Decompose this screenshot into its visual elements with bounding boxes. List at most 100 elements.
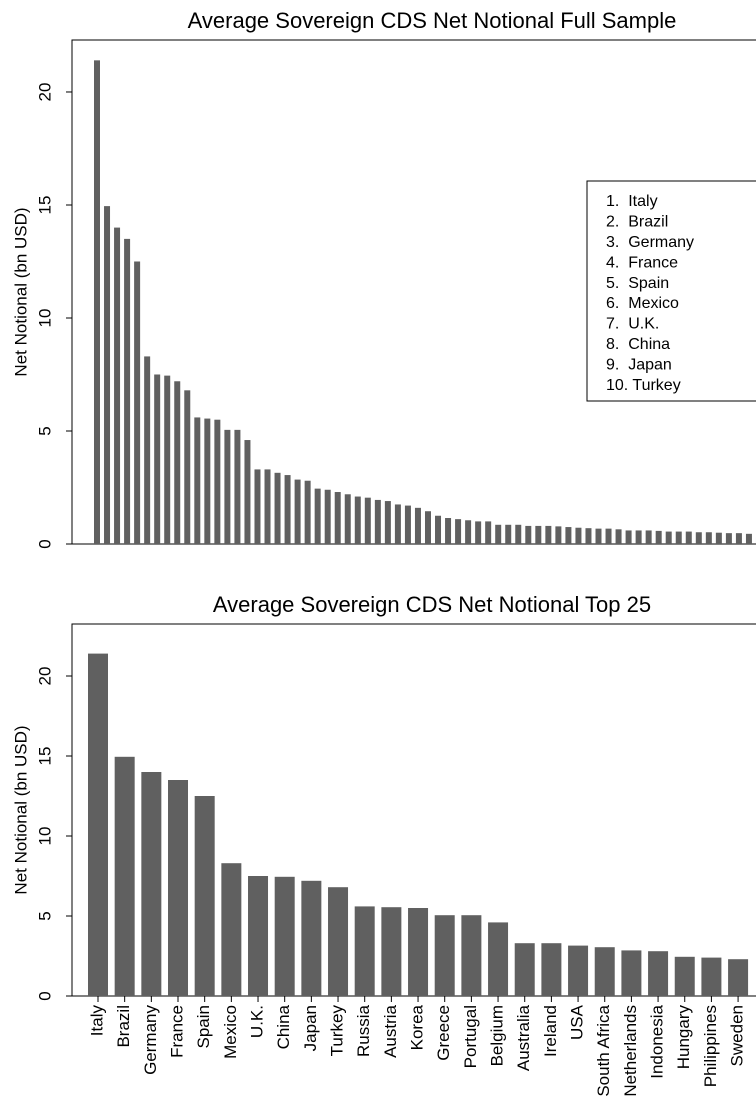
bar [88, 653, 108, 996]
bar [621, 950, 642, 996]
bar [695, 532, 702, 544]
bar [728, 959, 749, 996]
bar [635, 530, 642, 544]
legend-text: 8. China [606, 336, 670, 353]
bar [381, 907, 402, 996]
bar [565, 527, 572, 544]
bar [715, 532, 722, 544]
y-tick-label: 20 [35, 667, 54, 686]
bar [144, 356, 151, 544]
bar [394, 504, 401, 544]
bar [164, 375, 171, 544]
bar [525, 525, 532, 544]
bar [104, 206, 111, 545]
bar [735, 533, 742, 544]
bar [184, 390, 191, 544]
x-tick-label: Mexico [221, 1005, 240, 1059]
bar [424, 511, 431, 544]
bar [374, 499, 381, 544]
bar [114, 756, 135, 996]
x-tick-label: Netherlands [621, 1005, 640, 1097]
bar [134, 261, 141, 544]
bar [408, 908, 429, 996]
x-tick-label: Ireland [541, 1005, 560, 1057]
bar [274, 876, 295, 996]
x-tick-label: France [167, 1005, 186, 1058]
legend-box [586, 180, 756, 402]
x-tick-label: Australia [514, 1004, 533, 1071]
y-tick-label: 0 [35, 539, 54, 548]
x-tick-label: Austria [381, 1004, 400, 1057]
bar [515, 524, 522, 544]
bar [625, 530, 632, 544]
x-tick-label: Philippines [701, 1005, 720, 1087]
bar [655, 530, 662, 544]
x-tick-label: Indonesia [648, 1004, 667, 1078]
legend-text: 10. Turkey [606, 377, 681, 394]
bar [404, 505, 411, 544]
bar [221, 863, 242, 996]
bar [645, 530, 652, 544]
bar [745, 533, 752, 544]
x-tick-label: Korea [408, 1004, 427, 1050]
bar [204, 418, 211, 544]
x-tick-label: Germany [141, 1005, 160, 1075]
bar [301, 880, 322, 996]
bar [505, 524, 512, 544]
bar [94, 60, 100, 544]
bar [595, 528, 602, 544]
bar [585, 528, 592, 544]
bar [234, 429, 241, 544]
bar [364, 497, 371, 544]
bar [324, 489, 331, 544]
bar [244, 440, 251, 544]
bar [214, 419, 221, 544]
y-axis-label: Net Notional (bn USD) [11, 725, 30, 894]
bar [455, 519, 462, 544]
x-tick-label: South Africa [594, 1004, 613, 1096]
bar [514, 943, 535, 996]
bar [461, 915, 482, 996]
bar [354, 906, 375, 996]
bar [114, 227, 121, 544]
bar [674, 956, 695, 996]
bar [575, 527, 582, 544]
bar [435, 515, 442, 544]
x-tick-label: Italy [87, 1005, 106, 1037]
bar [294, 479, 301, 544]
x-tick-label: Brazil [114, 1005, 133, 1048]
x-tick-label: Hungary [674, 1005, 693, 1070]
bar [465, 520, 472, 544]
bar [555, 526, 562, 544]
x-tick-label: China [274, 1004, 293, 1049]
bar [445, 518, 452, 544]
bar [475, 521, 482, 544]
x-tick-label: Greece [434, 1005, 453, 1061]
y-tick-label: 5 [35, 426, 54, 435]
bar [154, 374, 161, 544]
bar [705, 532, 712, 544]
bar [224, 429, 231, 544]
y-tick-label: 15 [35, 747, 54, 766]
legend-text: 2. Brazil [606, 214, 668, 231]
bar [254, 469, 261, 544]
legend-text: 3. Germany [606, 234, 694, 251]
bar [384, 501, 391, 544]
y-tick-label: 20 [35, 83, 54, 102]
bar [615, 529, 622, 544]
bar [535, 525, 542, 544]
bar [414, 507, 421, 544]
bar [545, 525, 552, 544]
y-tick-label: 0 [35, 991, 54, 1000]
bar [314, 488, 321, 544]
bar [701, 957, 722, 996]
y-tick-label: 10 [35, 309, 54, 328]
bar [541, 943, 562, 996]
x-tick-label: Portugal [461, 1005, 480, 1068]
bar [488, 922, 509, 996]
legend-text: 9. Japan [606, 356, 672, 373]
bar [124, 238, 131, 545]
x-tick-label: Russia [354, 1004, 373, 1057]
